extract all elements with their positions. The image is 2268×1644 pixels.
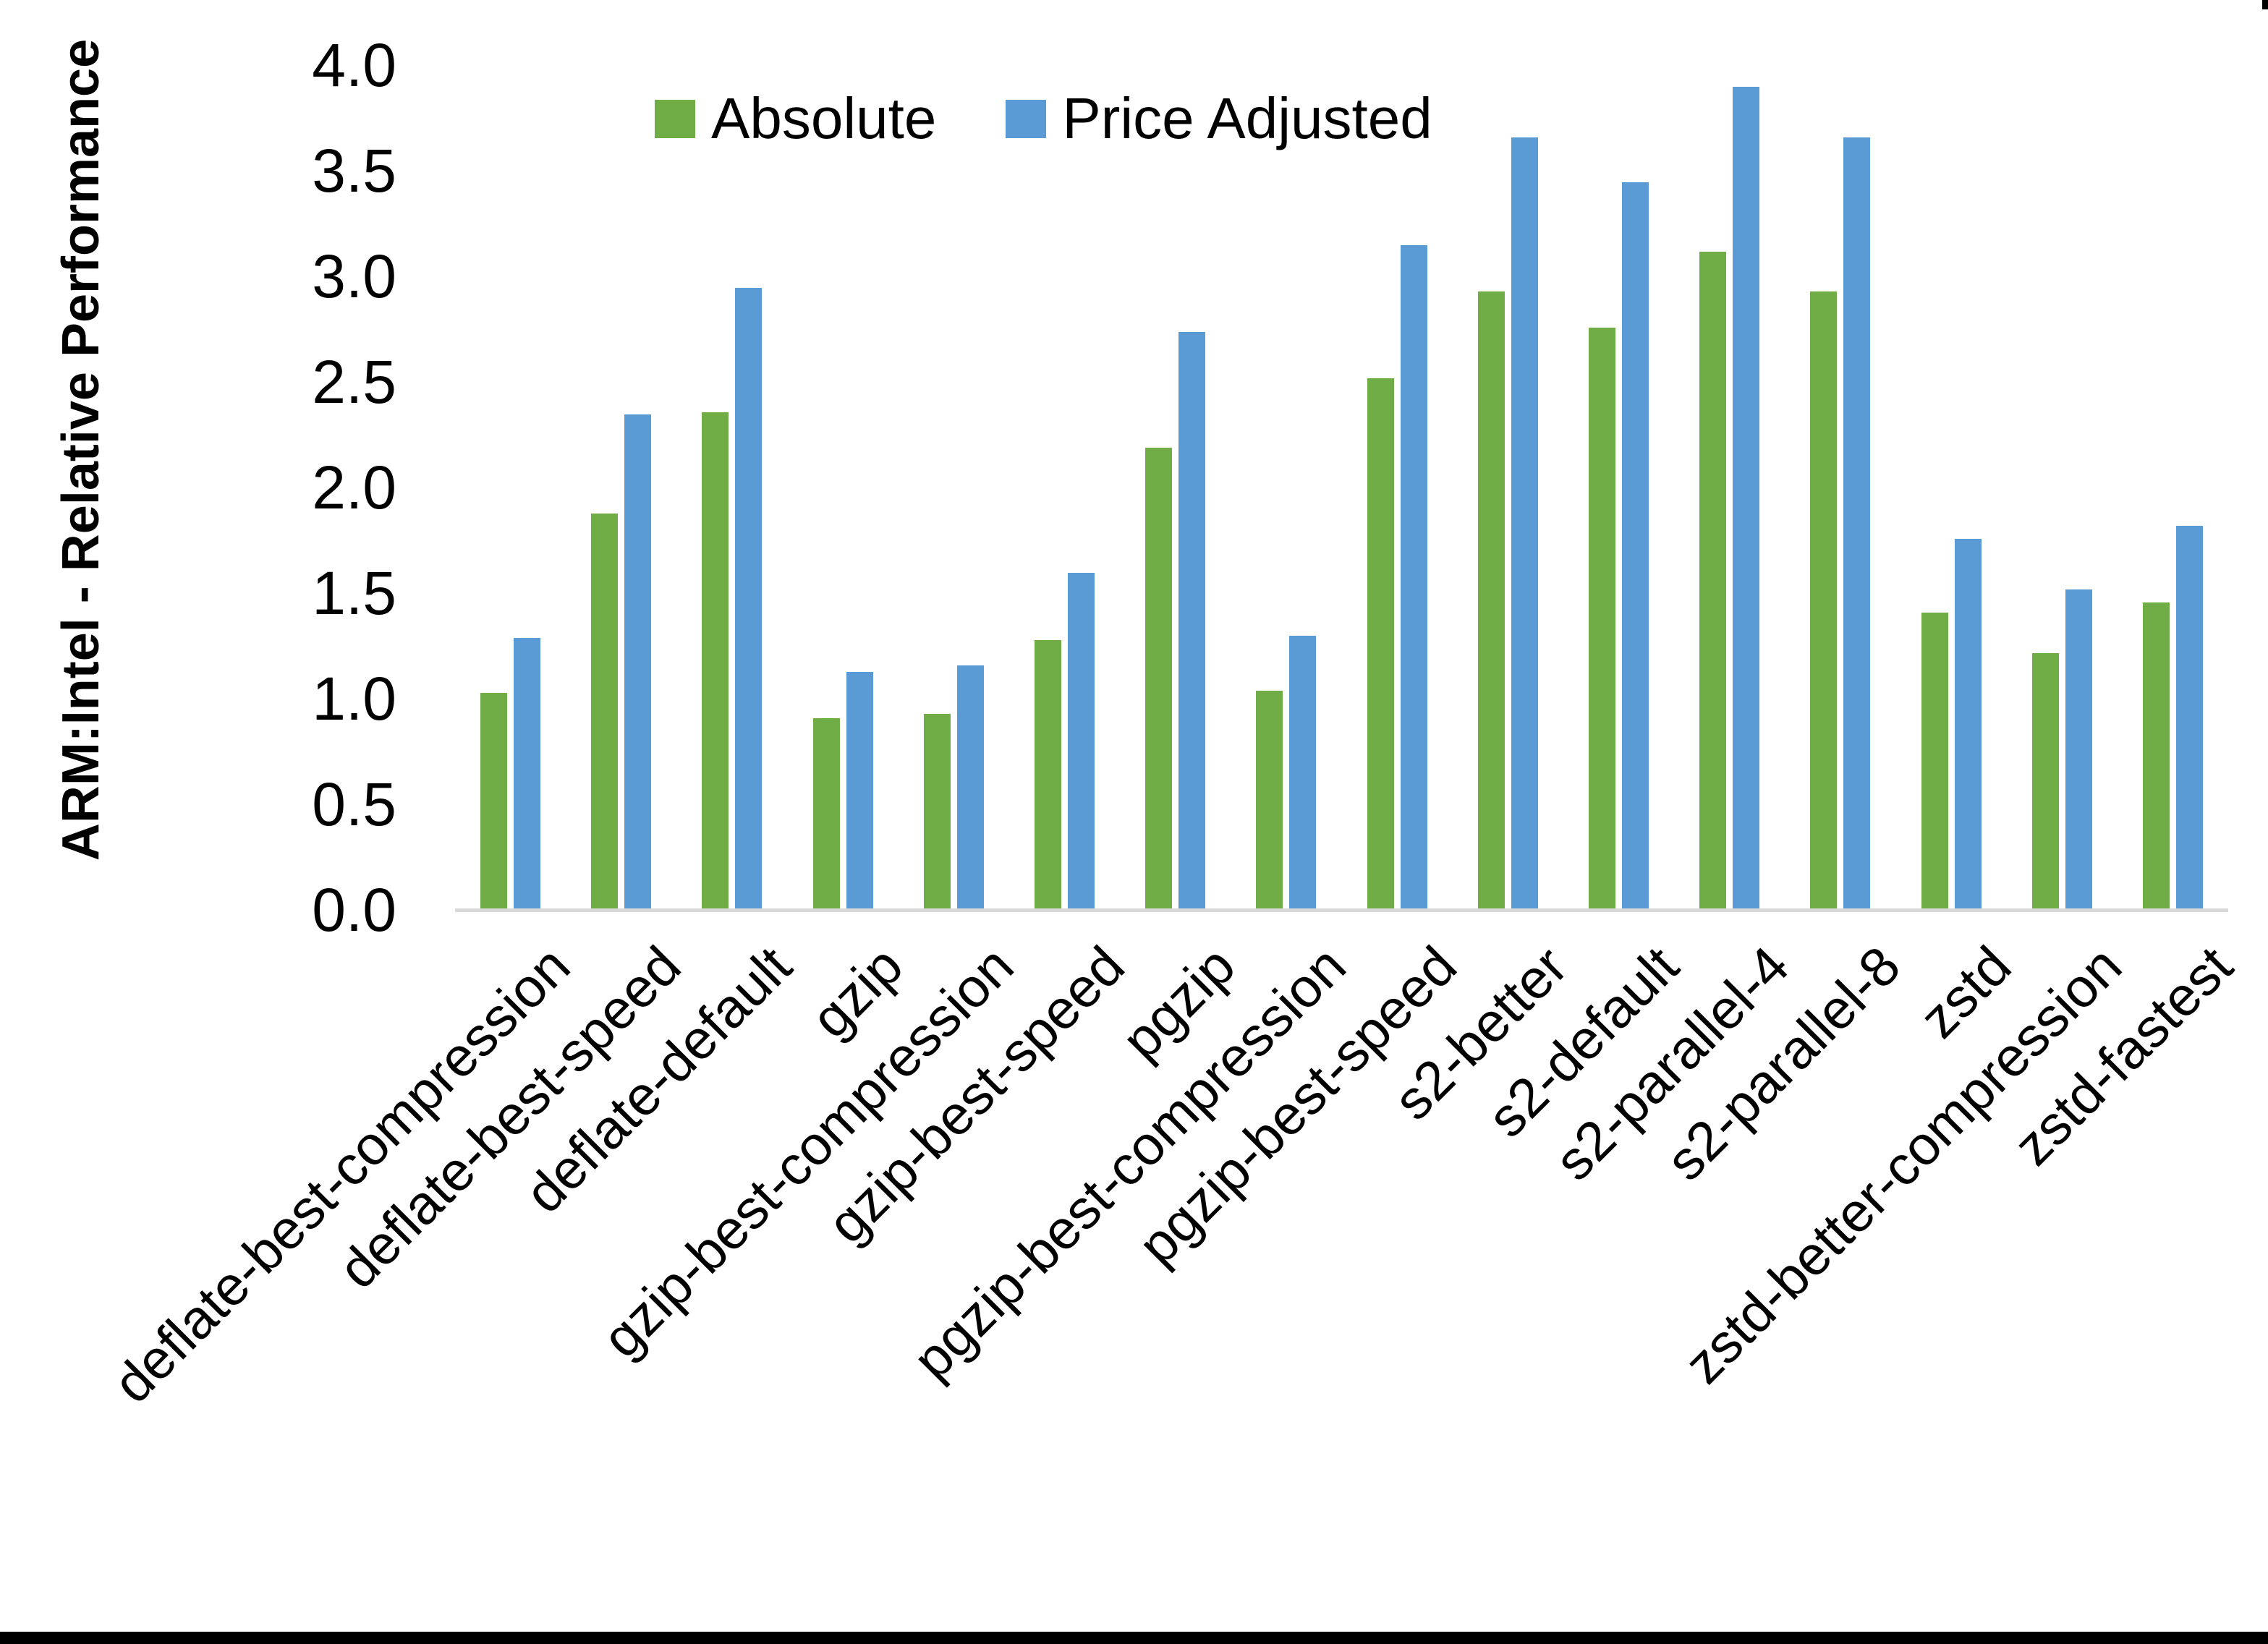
bar-price-adjusted [2065,589,2092,908]
legend-label-absolute: Absolute [711,86,937,150]
bar-price-adjusted [1289,636,1316,908]
x-axis-label: deflate-best-compression [101,934,582,1415]
y-tick-label: 2.0 [312,453,396,521]
bar-absolute [702,412,729,908]
bar-price-adjusted [957,665,984,908]
y-tick-label: 1.0 [312,665,396,733]
y-tick-label: 1.5 [312,559,396,627]
bar-price-adjusted [1622,182,1649,908]
y-tick-label: 0.5 [312,770,396,838]
y-tick-label: 3.0 [312,242,396,310]
x-axis-line [455,908,2228,912]
bar-absolute [1699,252,1726,908]
legend-label-price-adjusted: Price Adjusted [1062,86,1432,150]
bottom-border [0,1632,2268,1644]
bar-absolute [1921,613,1948,908]
y-tick-label: 0.0 [312,876,396,944]
bar-price-adjusted [1068,573,1095,908]
bar-absolute [1256,691,1283,908]
bar-price-adjusted [514,638,540,908]
legend-swatch-absolute [655,99,695,138]
bar-absolute [1367,378,1394,908]
bar-absolute [591,514,618,908]
bar-price-adjusted [1955,539,1982,908]
bar-price-adjusted [624,414,651,908]
bar-absolute [2032,653,2059,908]
bar-absolute [924,714,951,908]
bar-price-adjusted [1511,137,1538,908]
bar-price-adjusted [2176,526,2203,908]
screen-edge-artifact [2262,0,2268,9]
y-tick-label: 3.5 [312,137,396,205]
bar-absolute [1810,291,1837,908]
y-axis-title: ARM:Intel - Relative Performance [52,38,110,861]
bar-absolute [1035,640,1061,908]
bar-price-adjusted [1843,137,1870,908]
bar-price-adjusted [735,288,762,908]
bar-absolute [1145,448,1172,908]
bar-price-adjusted [1733,87,1759,908]
bar-price-adjusted [1178,332,1205,908]
bar-absolute [2143,602,2170,908]
bar-absolute [1478,291,1505,908]
bar-price-adjusted [846,672,873,908]
legend: Absolute Price Adjusted [655,85,1432,152]
bar-absolute [480,693,507,908]
bar-absolute [813,718,840,908]
y-tick-label: 4.0 [312,31,396,99]
bar-absolute [1589,328,1615,908]
y-tick-label: 2.5 [312,348,396,416]
legend-swatch-price-adjusted [1006,99,1047,138]
bar-price-adjusted [1401,245,1427,908]
